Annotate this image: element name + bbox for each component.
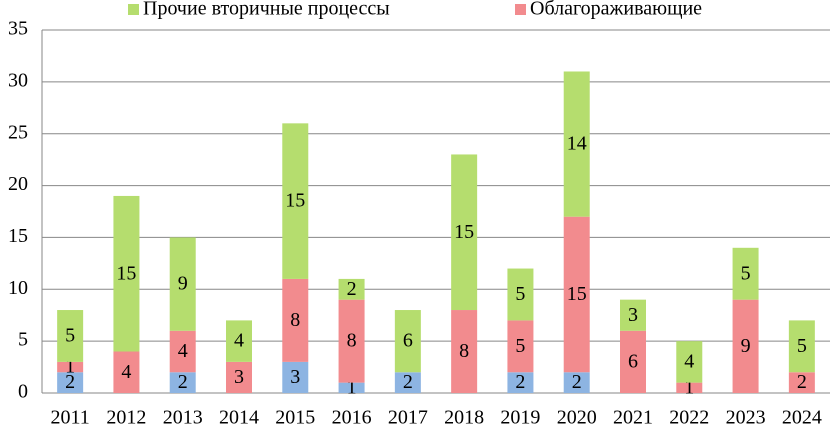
bar-segment: [563, 71, 590, 217]
x-tick-label: 2016: [332, 407, 372, 429]
bar-segment: [507, 268, 534, 321]
x-tick-label: 2023: [726, 407, 766, 429]
bar-segment: [57, 372, 84, 393]
bar-segment: [394, 310, 421, 373]
data-label: 1: [65, 356, 75, 378]
data-label: 15: [285, 190, 305, 212]
x-tick-label: 2022: [669, 407, 709, 429]
bar-segment: [507, 320, 534, 373]
bar-segment: [169, 372, 196, 393]
data-label: 5: [797, 335, 807, 357]
legend-label: Прочие вторичные процессы: [143, 0, 390, 20]
x-tick-label: 2017: [388, 407, 428, 429]
x-tick-label: 2019: [500, 407, 540, 429]
bar-segment: [57, 361, 84, 373]
data-label: 2: [572, 371, 582, 393]
bar-segment: [338, 299, 365, 383]
legend-swatch: [128, 4, 139, 15]
bar-segment: [282, 361, 309, 393]
x-tick-label: 2020: [557, 407, 597, 429]
data-label: 4: [234, 330, 244, 352]
legend-swatch: [515, 4, 526, 15]
data-label: 9: [741, 335, 751, 357]
bar-segment: [732, 247, 759, 300]
bar-segment: [282, 123, 309, 279]
data-label: 5: [515, 335, 525, 357]
data-label: 2: [178, 371, 188, 393]
y-tick-label: 35: [8, 18, 28, 40]
bar-segment: [507, 372, 534, 393]
bar-segment: [394, 372, 421, 393]
bar-segment: [788, 372, 815, 393]
bar-segment: [113, 195, 140, 352]
x-tick-label: 2018: [444, 407, 484, 429]
y-tick-label: 15: [8, 225, 28, 247]
data-label: 3: [234, 366, 244, 388]
legend-label: Облагораживающие: [530, 0, 702, 20]
x-tick-label: 2024: [782, 407, 822, 429]
bar-segment: [620, 330, 646, 393]
bar-segment: [451, 310, 478, 393]
bar-segment: [226, 361, 252, 393]
data-label: 15: [454, 221, 474, 243]
data-label: 2: [347, 278, 357, 300]
bar-segment: [226, 320, 252, 362]
bar-segment: [282, 278, 309, 362]
bar-segment: [563, 216, 590, 373]
bar-segment: [732, 299, 759, 393]
x-tick-label: 2012: [106, 407, 146, 429]
data-label: 15: [567, 283, 587, 305]
bar-segment: [620, 299, 646, 331]
bar-segment: [338, 278, 365, 300]
bar-segment: [338, 382, 365, 393]
data-label: 5: [515, 283, 525, 305]
data-label: 2: [515, 371, 525, 393]
data-label: 2: [65, 371, 75, 393]
bar-segment: [563, 372, 590, 393]
data-label: 3: [628, 304, 638, 326]
x-tick-label: 2015: [275, 407, 315, 429]
y-tick-label: 25: [8, 121, 28, 143]
bar-segment: [57, 310, 84, 362]
bar-segment: [676, 341, 703, 383]
data-label: 5: [65, 325, 75, 347]
data-label: 4: [684, 350, 694, 372]
data-label: 6: [628, 350, 638, 372]
data-label: 3: [290, 366, 300, 388]
data-label: 8: [290, 309, 300, 331]
data-label: 9: [178, 273, 188, 295]
y-tick-label: 5: [18, 329, 28, 351]
y-tick-label: 10: [8, 277, 28, 299]
data-label: 2: [797, 371, 807, 393]
bar-segment: [169, 237, 196, 331]
x-tick-label: 2021: [613, 407, 653, 429]
data-label: 8: [347, 330, 357, 352]
bar-segment: [788, 320, 815, 373]
data-label: 1: [684, 376, 694, 398]
data-label: 2: [403, 371, 413, 393]
data-label: 15: [116, 262, 136, 284]
x-tick-label: 2013: [163, 407, 203, 429]
data-label: 14: [567, 133, 587, 155]
bar-segment: [113, 351, 140, 393]
data-label: 4: [121, 361, 131, 383]
y-tick-label: 30: [8, 69, 28, 91]
y-tick-label: 20: [8, 173, 28, 195]
data-label: 5: [741, 262, 751, 284]
data-label: 1: [347, 376, 357, 398]
data-label: 4: [178, 340, 188, 362]
bar-segment: [451, 154, 478, 311]
x-tick-label: 2011: [51, 407, 90, 429]
bar-segment: [169, 330, 196, 373]
x-tick-label: 2014: [219, 407, 259, 429]
data-label: 6: [403, 330, 413, 352]
data-label: 8: [459, 340, 469, 362]
bar-segment: [676, 382, 703, 393]
y-tick-label: 0: [18, 381, 28, 403]
